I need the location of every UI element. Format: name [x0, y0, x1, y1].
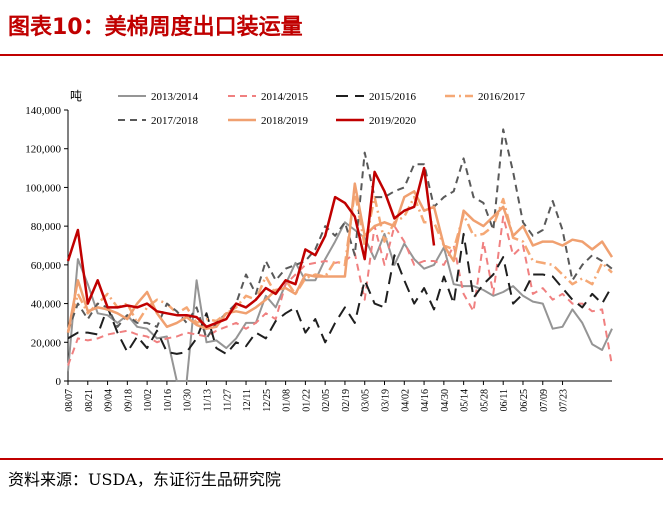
y-tick-label: 100,000	[25, 182, 61, 194]
series-line-2016-2017	[66, 190, 613, 333]
chart-title: 图表10：美棉周度出口装运量	[8, 15, 303, 40]
x-tick-label: 02/19	[341, 389, 352, 412]
x-tick-label: 01/08	[282, 389, 293, 412]
x-tick-label: 01/22	[301, 389, 312, 412]
source-note: 资料来源：USDA，东证衍生品研究院	[8, 470, 281, 489]
x-tick-label: 03/19	[381, 389, 392, 412]
series-line-2014-2015	[67, 215, 613, 366]
y-tick-label: 120,000	[25, 144, 61, 156]
footer-rule	[0, 458, 663, 460]
line-chart: 吨 0 20,000 40,000 60,000 80,000 100,000 120,000…	[25, 89, 614, 412]
legend-label-2015-2016: 2015/2016	[369, 91, 417, 103]
x-tick-label: 05/28	[479, 389, 490, 412]
chart-axes: 吨 0 20,000 40,000 60,000 80,000 100,000 120,000…	[25, 89, 612, 412]
legend-label-2017-2018: 2017/2018	[151, 115, 199, 127]
x-tick-label: 10/16	[163, 389, 174, 412]
y-tick-label: 140,000	[25, 105, 61, 117]
x-tick-label: 10/30	[183, 389, 194, 412]
chart-legend: 2013/2014 2014/2015 2015/2016 2016/2017 2017…	[118, 91, 526, 127]
series-line-2013-2014	[67, 221, 613, 382]
x-tick-label: 11/13	[202, 389, 213, 411]
x-tick-label: 04/30	[440, 389, 451, 412]
x-tick-label: 10/02	[143, 389, 154, 412]
chart-series	[66, 128, 614, 382]
y-axis-unit: 吨	[70, 89, 82, 103]
x-tick-label: 05/14	[460, 389, 471, 412]
x-tick-label: 08/21	[84, 389, 95, 412]
x-tick-label: 04/16	[420, 389, 431, 412]
x-tick-label: 06/11	[499, 389, 510, 411]
legend-label-2018-2019: 2018/2019	[261, 115, 309, 127]
x-tick-label: 12/25	[262, 389, 273, 412]
x-tick-label: 09/18	[123, 389, 134, 412]
x-tick-label: 07/23	[559, 389, 570, 412]
x-tick-label: 08/07	[64, 389, 75, 412]
series-line-2019-2020	[66, 166, 436, 329]
series-line-2017-2018	[67, 128, 613, 340]
y-tick-label: 80,000	[31, 221, 62, 233]
x-tick-label: 11/27	[222, 389, 233, 411]
x-tick-label: 06/25	[519, 389, 530, 412]
title-rule	[0, 54, 663, 56]
legend-label-2019-2020: 2019/2020	[369, 115, 417, 127]
series-line-2015-2016	[67, 232, 613, 355]
y-tick-label: 0	[56, 376, 62, 388]
x-tick-label: 12/11	[242, 389, 253, 411]
y-tick-label: 40,000	[31, 299, 62, 311]
x-tick-label: 09/04	[104, 389, 115, 412]
y-tick-label: 60,000	[31, 260, 62, 272]
x-tick-label: 04/02	[400, 389, 411, 412]
x-tick-label: 07/09	[539, 389, 550, 412]
x-tick-label: 02/05	[321, 389, 332, 412]
legend-label-2016-2017: 2016/2017	[478, 91, 526, 103]
y-tick-label: 20,000	[31, 337, 62, 349]
x-tick-label: 03/05	[361, 389, 372, 412]
legend-label-2014-2015: 2014/2015	[261, 91, 309, 103]
series-line-2018-2019	[66, 182, 614, 333]
legend-label-2013-2014: 2013/2014	[151, 91, 199, 103]
